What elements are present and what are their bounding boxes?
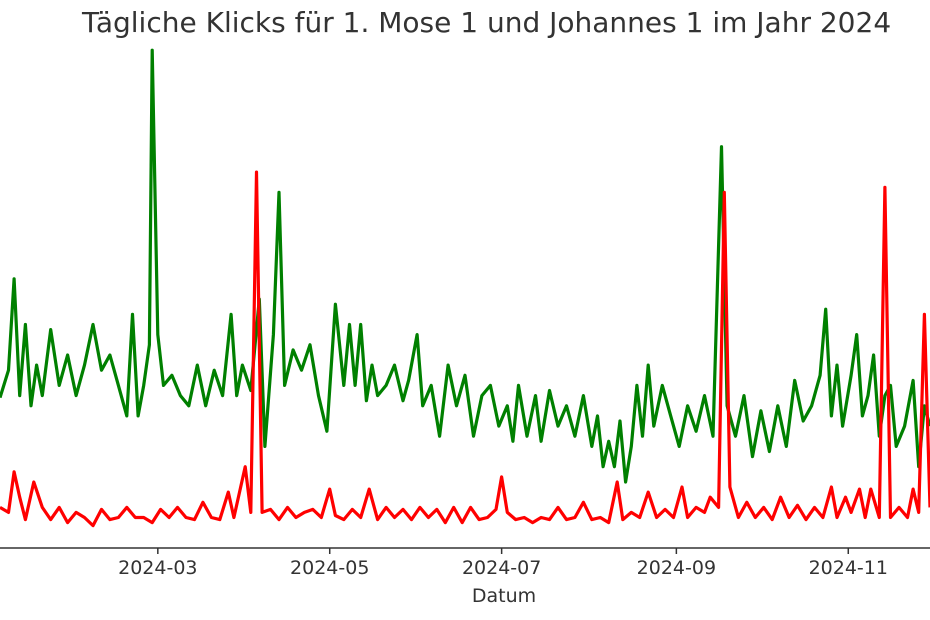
x-tick-label-5: 2024-11 [809, 557, 888, 579]
x-tick-label-3: 2024-07 [462, 557, 541, 579]
x-axis-label: Datum [472, 585, 536, 607]
x-tick-label-4: 2024-09 [637, 557, 716, 579]
x-axis-ticks: 2024-03 2024-05 2024-07 2024-09 2024-11 [118, 548, 888, 579]
x-tick-label-1: 2024-03 [118, 557, 197, 579]
chart-title: Tägliche Klicks für 1. Mose 1 und Johann… [82, 6, 892, 39]
series-layer [0, 48, 930, 528]
series-line-1 [0, 48, 930, 484]
x-tick-label-2: 2024-05 [290, 557, 369, 579]
series-line-2 [0, 170, 930, 528]
